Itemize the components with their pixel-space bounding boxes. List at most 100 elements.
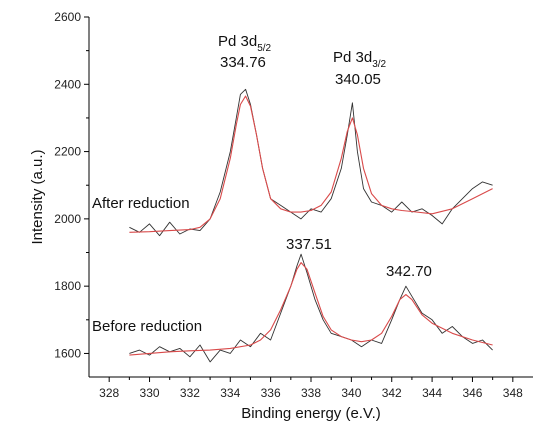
point-before-reduction-fit — [280, 309, 281, 310]
point-before-reduction — [405, 286, 406, 287]
point-after-reduction-fit — [256, 134, 257, 135]
point-after-reduction-fit — [411, 211, 412, 212]
point-after-reduction — [391, 212, 392, 213]
point-before-reduction — [149, 355, 150, 356]
point-before-reduction-fit — [129, 355, 130, 356]
point-after-reduction-fit — [280, 208, 281, 209]
point-before-reduction-fit — [452, 333, 453, 334]
after-reduction-label: After reduction — [92, 195, 190, 212]
point-before-reduction-fit — [250, 344, 251, 345]
point-before-reduction — [361, 346, 362, 347]
point-after-reduction-fit — [321, 205, 322, 206]
point-before-reduction-fit — [341, 336, 342, 337]
x-tick-label: 334 — [220, 386, 240, 400]
y-tick-label: 2600 — [54, 10, 81, 24]
x-tick-label: 344 — [422, 386, 442, 400]
pd32-main: Pd 3d — [333, 49, 372, 66]
point-before-reduction-fit — [230, 348, 231, 349]
point-before-reduction-fit — [351, 339, 352, 340]
pd52-main: Pd 3d — [218, 33, 257, 50]
point-after-reduction — [179, 233, 180, 234]
point-before-reduction — [139, 350, 140, 351]
point-after-reduction-fit — [401, 210, 402, 211]
pd52-label: Pd 3d5/2 — [218, 33, 272, 54]
point-before-reduction — [129, 353, 130, 354]
point-before-reduction — [301, 254, 302, 255]
point-before-reduction — [482, 339, 483, 340]
point-after-reduction — [280, 205, 281, 206]
pd52-sub: 5/2 — [257, 43, 271, 54]
point-after-reduction — [300, 218, 301, 219]
point-after-reduction-fit — [230, 158, 231, 159]
pd32-value: 340.05 — [335, 71, 381, 88]
point-before-reduction-fit — [296, 269, 297, 270]
point-after-reduction — [169, 222, 170, 223]
point-before-reduction-fit — [361, 341, 362, 342]
point-before-reduction — [270, 339, 271, 340]
pd32-sub: 3/2 — [372, 59, 386, 70]
point-before-reduction-fit — [405, 294, 406, 295]
peak-342-70-label: 342.70 — [386, 263, 432, 280]
point-before-reduction — [199, 344, 200, 345]
point-after-reduction-fit — [347, 131, 348, 132]
ticks-layer: 328 330 332 334 336 338 340 342 344 346 348 1600 180… — [54, 10, 523, 400]
point-before-reduction — [230, 353, 231, 354]
point-after-reduction-fit — [381, 205, 382, 206]
x-tick-label: 342 — [382, 386, 402, 400]
point-before-reduction-fit — [472, 339, 473, 340]
point-after-reduction-fit — [391, 208, 392, 209]
point-before-reduction — [250, 346, 251, 347]
point-before-reduction-fit — [371, 339, 372, 340]
point-before-reduction — [331, 333, 332, 334]
point-before-reduction — [189, 356, 190, 357]
point-after-reduction-fit — [149, 231, 150, 232]
point-after-reduction-fit — [371, 193, 372, 194]
point-after-reduction-fit — [341, 158, 342, 159]
point-after-reduction — [321, 212, 322, 213]
pd32-label: Pd 3d3/2 — [333, 49, 387, 70]
point-after-reduction-fit — [452, 208, 453, 209]
point-after-reduction — [401, 201, 402, 202]
point-before-reduction — [280, 313, 281, 314]
point-after-reduction-fit — [262, 168, 263, 169]
point-after-reduction — [199, 230, 200, 231]
point-after-reduction — [421, 208, 422, 209]
point-after-reduction-fit — [357, 134, 358, 135]
point-after-reduction — [236, 117, 237, 118]
point-before-reduction — [296, 265, 297, 266]
point-after-reduction — [432, 215, 433, 216]
series-after-reduction-fit — [129, 95, 493, 233]
point-before-reduction — [492, 350, 493, 351]
x-tick-label: 332 — [180, 386, 200, 400]
series-layer — [129, 88, 493, 363]
series-before-reduction-fit — [129, 262, 493, 356]
point-before-reduction-fit — [421, 314, 422, 315]
point-before-reduction — [159, 346, 160, 347]
point-before-reduction — [306, 272, 307, 273]
point-after-reduction-fit — [492, 188, 493, 189]
point-before-reduction — [210, 361, 211, 362]
point-before-reduction-fit — [210, 350, 211, 351]
point-after-reduction — [220, 191, 221, 192]
point-before-reduction-fit — [301, 262, 302, 263]
point-after-reduction-fit — [236, 124, 237, 125]
point-after-reduction — [357, 151, 358, 152]
point-before-reduction-fit — [306, 269, 307, 270]
point-after-reduction-fit — [220, 198, 221, 199]
y-tick-label: 2400 — [54, 77, 81, 91]
point-before-reduction-fit — [314, 292, 315, 293]
point-after-reduction — [472, 188, 473, 189]
y-tick-label: 1800 — [54, 279, 81, 293]
point-before-reduction-fit — [270, 329, 271, 330]
point-before-reduction-fit — [260, 339, 261, 340]
point-after-reduction-fit — [189, 229, 190, 230]
point-before-reduction — [260, 333, 261, 334]
point-after-reduction — [149, 223, 150, 224]
point-after-reduction — [363, 188, 364, 189]
x-axis-title: Binding energy (e.V.) — [241, 405, 381, 422]
point-after-reduction — [310, 208, 311, 209]
point-after-reduction-fit — [169, 230, 170, 231]
point-before-reduction — [432, 319, 433, 320]
point-after-reduction — [331, 198, 332, 199]
point-after-reduction — [482, 181, 483, 182]
